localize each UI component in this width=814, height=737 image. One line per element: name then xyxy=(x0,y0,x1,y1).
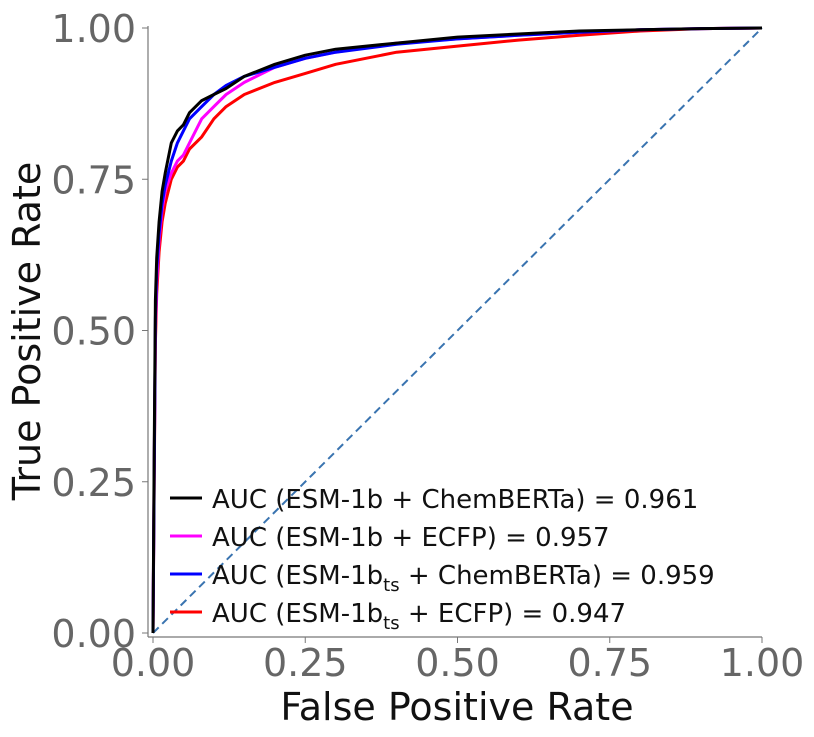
legend-label: AUC (ESM-1bts + ChemBERTa) = 0.959 xyxy=(212,561,715,596)
y-tick-label: 0.00 xyxy=(51,612,136,656)
plot-lines xyxy=(151,26,763,634)
x-tick-label: 1.00 xyxy=(720,641,805,685)
x-tick-label: 0.00 xyxy=(111,641,196,685)
legend-label: AUC (ESM-1b + ECFP) = 0.957 xyxy=(212,523,610,553)
roc-curve-series-1 xyxy=(151,26,763,634)
axes xyxy=(147,26,762,638)
x-tick-label: 0.50 xyxy=(415,641,500,685)
legend: AUC (ESM-1b + ChemBERTa) = 0.961 AUC (ESM… xyxy=(170,485,715,634)
y-tick-label: 0.25 xyxy=(51,461,136,505)
x-axis-title: False Positive Rate xyxy=(280,685,633,729)
y-tick-label: 0.50 xyxy=(51,310,136,354)
chance-diagonal-line xyxy=(152,27,763,634)
legend-label: AUC (ESM-1b + ChemBERTa) = 0.961 xyxy=(212,485,698,515)
x-tick-label: 0.75 xyxy=(567,641,652,685)
y-axis-title: True Positive Rate xyxy=(5,162,49,502)
legend-label: AUC (ESM-1bts + ECFP) = 0.947 xyxy=(212,599,626,634)
y-tick-label: 0.75 xyxy=(51,158,136,202)
x-tick-label: 0.25 xyxy=(263,641,348,685)
y-tick-label: 1.00 xyxy=(51,7,136,51)
ticks: 0.00 0.25 0.50 0.75 1.00 0.00 0.25 0.50 0.75 1.00 xyxy=(51,7,804,685)
